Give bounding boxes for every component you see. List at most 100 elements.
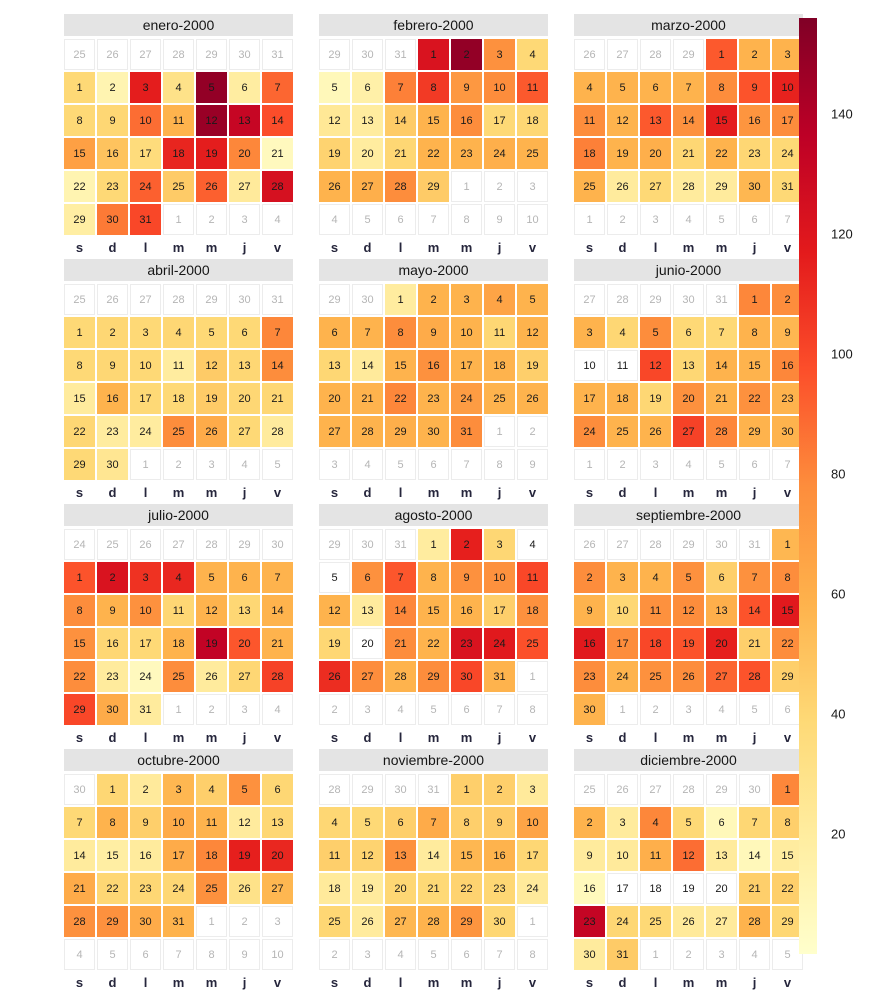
month-title: marzo-2000 (574, 14, 803, 36)
weekday-label: s (75, 975, 84, 990)
day-cell: 16 (130, 840, 161, 871)
day-cell-outside: 6 (739, 204, 770, 235)
day-cell: 24 (607, 906, 638, 937)
day-cell-outside: 1 (163, 204, 194, 235)
day-cell: 21 (673, 138, 704, 169)
day-cell: 3 (484, 39, 515, 70)
day-cell: 1 (385, 284, 416, 315)
weekday-label: v (783, 730, 792, 745)
day-cell: 29 (706, 171, 737, 202)
day-cell-outside: 31 (739, 529, 770, 560)
day-cell: 18 (640, 628, 671, 659)
day-cell-outside: 30 (229, 39, 260, 70)
day-cell-na: 17 (607, 873, 638, 904)
day-cell: 23 (97, 661, 128, 692)
day-cell: 12 (319, 595, 350, 626)
day-cell: 11 (196, 807, 227, 838)
day-cell: 1 (64, 72, 95, 103)
day-cell: 21 (706, 383, 737, 414)
day-cell: 10 (772, 72, 803, 103)
day-cell: 11 (574, 105, 605, 136)
day-cell-outside: 7 (772, 204, 803, 235)
day-cell-outside: 31 (385, 529, 416, 560)
month-block: febrero-2000 29 30 31 1 2 3 4 5 6 7 8 9 10 11 12 13 14 15 1… (319, 14, 548, 259)
day-cell: 5 (196, 562, 227, 593)
day-cell: 22 (64, 416, 95, 447)
color-legend: 140 120 100 80 60 40 20 (799, 18, 853, 954)
day-cell-outside: 8 (451, 204, 482, 235)
day-cell: 6 (229, 562, 260, 593)
day-cell: 4 (319, 807, 350, 838)
day-cell-outside: 2 (607, 204, 638, 235)
day-cell: 6 (706, 562, 737, 593)
day-grid: 25 26 27 28 29 30 31 1 2 3 4 5 6 7 8 9 10 11 12 13 14 15 16 17 1… (64, 39, 293, 235)
day-cell: 27 (229, 661, 260, 692)
weekday-label: j (752, 975, 757, 990)
day-cell: 1 (64, 317, 95, 348)
day-cell-outside: 6 (130, 939, 161, 970)
weekday-label: j (752, 730, 757, 745)
day-cell: 25 (163, 661, 194, 692)
day-cell: 3 (163, 774, 194, 805)
day-cell: 15 (772, 840, 803, 871)
day-cell: 15 (418, 595, 449, 626)
weekday-label: j (242, 975, 247, 990)
weekday-label: j (497, 975, 502, 990)
day-cell: 21 (352, 383, 383, 414)
day-cell: 1 (97, 774, 128, 805)
day-cell: 10 (130, 105, 161, 136)
day-cell: 29 (772, 906, 803, 937)
day-cell-outside: 30 (262, 529, 293, 560)
day-cell: 21 (262, 383, 293, 414)
day-cell: 21 (418, 873, 449, 904)
weekday-label: l (143, 485, 148, 500)
day-cell: 3 (130, 562, 161, 593)
day-cell: 23 (97, 416, 128, 447)
day-cell: 19 (196, 628, 227, 659)
day-cell: 31 (130, 204, 161, 235)
day-cell-outside: 3 (352, 939, 383, 970)
day-cell-outside: 3 (673, 694, 704, 725)
day-cell: 21 (64, 873, 95, 904)
day-cell-outside: 29 (196, 284, 227, 315)
day-cell: 21 (385, 138, 416, 169)
day-cell-na: 4 (517, 529, 548, 560)
day-cell-outside: 28 (640, 39, 671, 70)
day-cell: 22 (706, 138, 737, 169)
day-cell: 30 (130, 906, 161, 937)
day-cell-outside: 3 (640, 449, 671, 480)
day-cell: 6 (352, 72, 383, 103)
weekday-label: m (172, 485, 185, 500)
day-cell: 22 (64, 171, 95, 202)
day-cell: 16 (484, 840, 515, 871)
day-cell: 14 (673, 105, 704, 136)
day-cell: 28 (673, 171, 704, 202)
day-cell: 24 (517, 873, 548, 904)
day-grid: 26 27 28 29 30 31 1 2 3 4 5 6 7 8 9 10 11 12 13 14 15 16 17 18 1… (574, 529, 803, 725)
month-block: enero-2000 25 26 27 28 29 30 31 1 2 3 4 5 6 7 8 9 10 11 12 1… (64, 14, 293, 259)
day-cell: 27 (673, 416, 704, 447)
day-cell: 14 (262, 350, 293, 381)
day-cell-outside: 27 (163, 529, 194, 560)
day-cell: 2 (97, 562, 128, 593)
month-title: febrero-2000 (319, 14, 548, 36)
legend-gradient-bar (799, 18, 817, 954)
weekday-label: d (618, 485, 627, 500)
day-cell-outside: 4 (385, 694, 416, 725)
day-cell: 2 (97, 72, 128, 103)
day-cell-outside: 5 (385, 449, 416, 480)
weekday-label: d (618, 730, 627, 745)
weekday-label: s (330, 485, 339, 500)
day-cell: 12 (517, 317, 548, 348)
day-cell: 15 (64, 383, 95, 414)
day-cell: 2 (739, 39, 770, 70)
day-cell: 11 (640, 840, 671, 871)
day-cell: 14 (64, 840, 95, 871)
day-cell: 26 (319, 661, 350, 692)
day-cell: 14 (739, 595, 770, 626)
day-cell: 29 (385, 416, 416, 447)
day-cell: 14 (352, 350, 383, 381)
day-cell: 17 (130, 138, 161, 169)
month-title: julio-2000 (64, 504, 293, 526)
day-cell: 8 (772, 807, 803, 838)
